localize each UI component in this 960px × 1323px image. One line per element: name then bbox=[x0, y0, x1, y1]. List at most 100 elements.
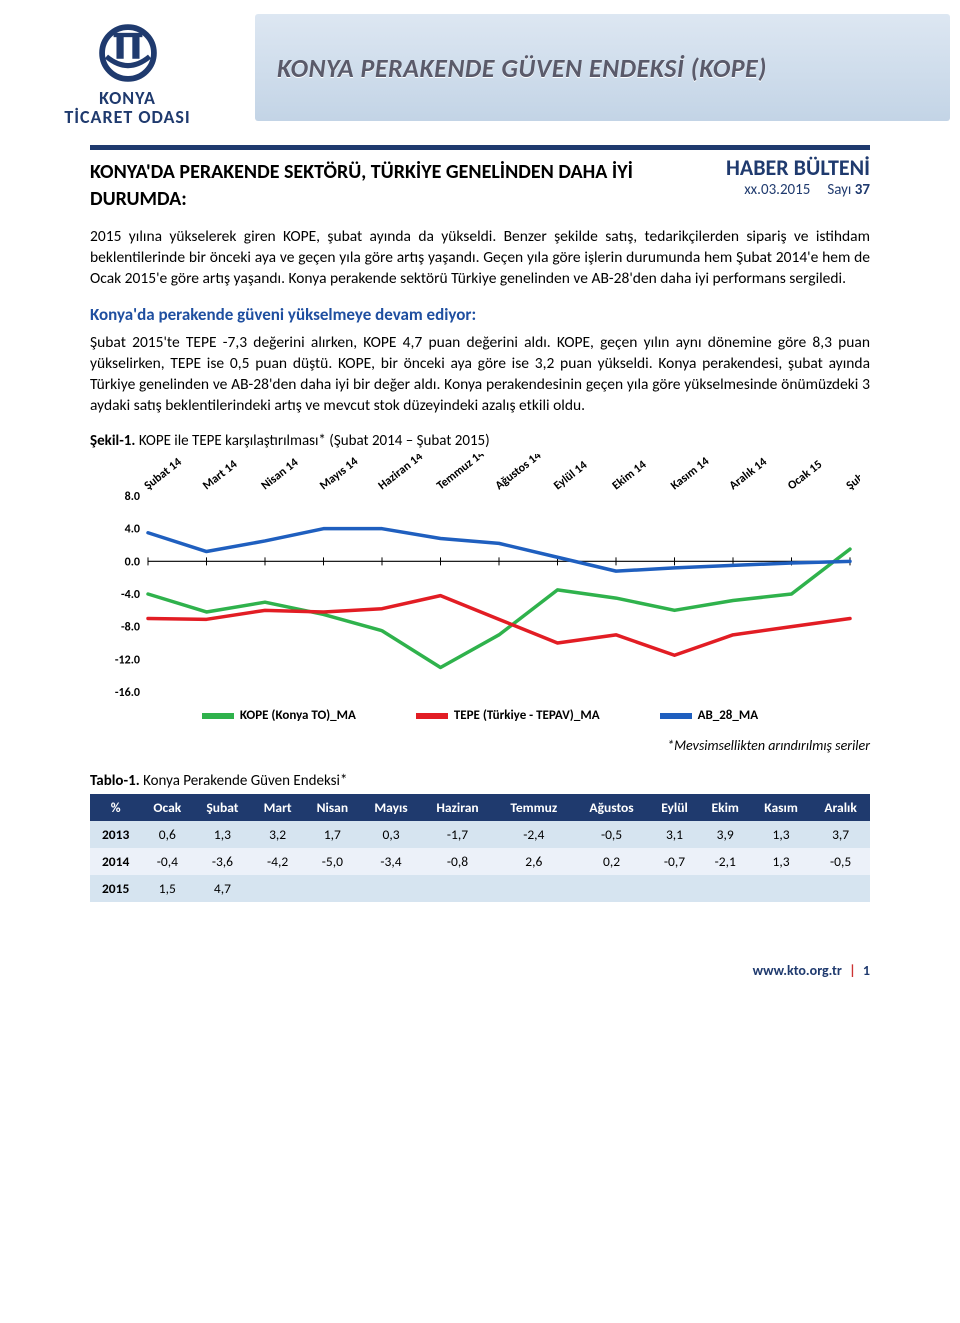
table-cell: -0,4 bbox=[141, 848, 193, 875]
svg-text:Kasım 14: Kasım 14 bbox=[668, 455, 712, 494]
table-cell: -3,6 bbox=[193, 848, 251, 875]
table-header-cell: Mayıs bbox=[361, 794, 421, 821]
table-header-cell: Eylül bbox=[649, 794, 699, 821]
svg-text:-8.0: -8.0 bbox=[121, 621, 140, 635]
table-header-cell: Kasım bbox=[751, 794, 811, 821]
svg-text:-16.0: -16.0 bbox=[115, 686, 140, 700]
table-cell: 4,7 bbox=[193, 875, 251, 902]
legend-tepe: TEPE (Türkiye - TEPAV)_MA bbox=[416, 708, 600, 723]
table-cell: 3,1 bbox=[649, 821, 699, 848]
table-year-cell: 2014 bbox=[90, 848, 141, 875]
chart-caption: Şekil-1. KOPE ile TEPE karşılaştırılması… bbox=[90, 432, 870, 450]
table-cell: -0,8 bbox=[421, 848, 494, 875]
table-header-cell: Ocak bbox=[141, 794, 193, 821]
legend-label-kope: KOPE (Konya TO)_MA bbox=[240, 708, 356, 723]
svg-text:Mart 14: Mart 14 bbox=[200, 458, 240, 493]
table-row: 2014-0,4-3,6-4,2-5,0-3,4-0,82,60,2-0,7-2… bbox=[90, 848, 870, 875]
table-cell: 0,3 bbox=[361, 821, 421, 848]
table-year-cell: 2013 bbox=[90, 821, 141, 848]
table-cell: -1,7 bbox=[421, 821, 494, 848]
table-cell bbox=[494, 875, 574, 902]
svg-text:Haziran 14: Haziran 14 bbox=[376, 454, 426, 493]
svg-text:8.0: 8.0 bbox=[125, 490, 140, 504]
org-logo-block: KONYA TİCARET ODASI bbox=[0, 0, 255, 135]
table-cell: -2,1 bbox=[700, 848, 751, 875]
table-header-cell: Şubat bbox=[193, 794, 251, 821]
svg-text:Ocak 15: Ocak 15 bbox=[785, 458, 825, 493]
legend-label-ab28: AB_28_MA bbox=[698, 708, 759, 723]
header-bar: KONYA TİCARET ODASI KONYA PERAKENDE GÜVE… bbox=[0, 0, 960, 135]
table-cell: -0,7 bbox=[649, 848, 699, 875]
table-cell bbox=[304, 875, 361, 902]
footer-page-number: 1 bbox=[863, 962, 870, 979]
table-cell: -5,0 bbox=[304, 848, 361, 875]
table-cell: 3,9 bbox=[700, 821, 751, 848]
svg-text:Ağustos 14: Ağustos 14 bbox=[493, 454, 544, 493]
table-cell: 0,6 bbox=[141, 821, 193, 848]
chart-caption-bold: Şekil-1. bbox=[90, 432, 135, 450]
svg-text:Eylül 14: Eylül 14 bbox=[551, 459, 590, 494]
table-header-cell: Nisan bbox=[304, 794, 361, 821]
table-header-cell: Mart bbox=[252, 794, 304, 821]
issue-number: 37 bbox=[855, 181, 870, 199]
chart-caption-rest: KOPE ile TEPE karşılaştırılması* (Şubat … bbox=[135, 432, 489, 450]
line-chart: 8.04.00.0-4.0-8.0-12.0-16.0Şubat 14Mart … bbox=[100, 454, 860, 704]
table-cell bbox=[574, 875, 650, 902]
svg-text:Temmuz 14: Temmuz 14 bbox=[434, 454, 487, 493]
chart-legend: KOPE (Konya TO)_MA TEPE (Türkiye - TEPAV… bbox=[90, 708, 870, 723]
svg-text:Mayıs 14: Mayıs 14 bbox=[317, 455, 361, 493]
svg-text:Şubat 14: Şubat 14 bbox=[142, 456, 185, 494]
data-table: %OcakŞubatMartNisanMayısHaziranTemmuzAğu… bbox=[90, 794, 870, 902]
table-cell: -3,4 bbox=[361, 848, 421, 875]
table-header-cell: Haziran bbox=[421, 794, 494, 821]
chart-container: 8.04.00.0-4.0-8.0-12.0-16.0Şubat 14Mart … bbox=[90, 454, 870, 704]
table-cell bbox=[252, 875, 304, 902]
legend-swatch-kope bbox=[202, 713, 234, 719]
legend-label-tepe: TEPE (Türkiye - TEPAV)_MA bbox=[454, 708, 600, 723]
table-header-cell: Ekim bbox=[700, 794, 751, 821]
svg-text:Ekim 14: Ekim 14 bbox=[610, 458, 650, 493]
banner-title: KONYA PERAKENDE GÜVEN ENDEKSİ (KOPE) bbox=[277, 52, 767, 84]
legend-swatch-tepe bbox=[416, 713, 448, 719]
table-cell: 2,6 bbox=[494, 848, 574, 875]
org-name-line1: KONYA bbox=[64, 89, 190, 108]
header-divider bbox=[90, 145, 870, 150]
table-cell: 1,3 bbox=[751, 821, 811, 848]
table-cell: -4,2 bbox=[252, 848, 304, 875]
table-cell bbox=[421, 875, 494, 902]
article-headline: KONYA'DA PERAKENDE SEKTÖRÜ, TÜRKİYE GENE… bbox=[90, 159, 670, 213]
table-cell: 1,3 bbox=[751, 848, 811, 875]
svg-text:Şubat 15: Şubat 15 bbox=[844, 456, 860, 494]
table-caption: Tablo-1. Konya Perakende Güven Endeksi* bbox=[90, 772, 870, 790]
legend-kope: KOPE (Konya TO)_MA bbox=[202, 708, 356, 723]
svg-text:-4.0: -4.0 bbox=[121, 588, 140, 602]
table-cell: 1,7 bbox=[304, 821, 361, 848]
svg-text:Aralık 14: Aralık 14 bbox=[727, 456, 770, 494]
table-row: 20151,54,7 bbox=[90, 875, 870, 902]
table-header-cell: Temmuz bbox=[494, 794, 574, 821]
footer-separator: | bbox=[845, 962, 860, 979]
legend-swatch-ab28 bbox=[660, 713, 692, 719]
issue-label: Sayı bbox=[827, 181, 851, 199]
org-logo-icon bbox=[92, 17, 164, 89]
org-name: KONYA TİCARET ODASI bbox=[64, 89, 190, 127]
table-cell: 0,2 bbox=[574, 848, 650, 875]
table-cell: -0,5 bbox=[574, 821, 650, 848]
paragraph-1: 2015 yılına yükselerek giren KOPE, şubat… bbox=[90, 227, 870, 290]
table-caption-bold: Tablo-1. bbox=[90, 772, 140, 790]
bulletin-date: xx.03.2015 bbox=[744, 181, 810, 199]
table-cell: 3,7 bbox=[811, 821, 870, 848]
page-body: HABER BÜLTENİ xx.03.2015 Sayı 37 KONYA'D… bbox=[0, 135, 960, 999]
table-header-cell: Ağustos bbox=[574, 794, 650, 821]
svg-text:4.0: 4.0 bbox=[125, 523, 140, 537]
table-cell bbox=[700, 875, 751, 902]
table-cell bbox=[649, 875, 699, 902]
table-cell: -2,4 bbox=[494, 821, 574, 848]
table-cell: 1,3 bbox=[193, 821, 251, 848]
table-cell bbox=[361, 875, 421, 902]
table-header-cell: % bbox=[90, 794, 141, 821]
table-cell: 3,2 bbox=[252, 821, 304, 848]
table-cell: 1,5 bbox=[141, 875, 193, 902]
org-name-line2: TİCARET ODASI bbox=[64, 108, 190, 127]
subheading: Konya'da perakende güveni yükselmeye dev… bbox=[90, 304, 870, 325]
